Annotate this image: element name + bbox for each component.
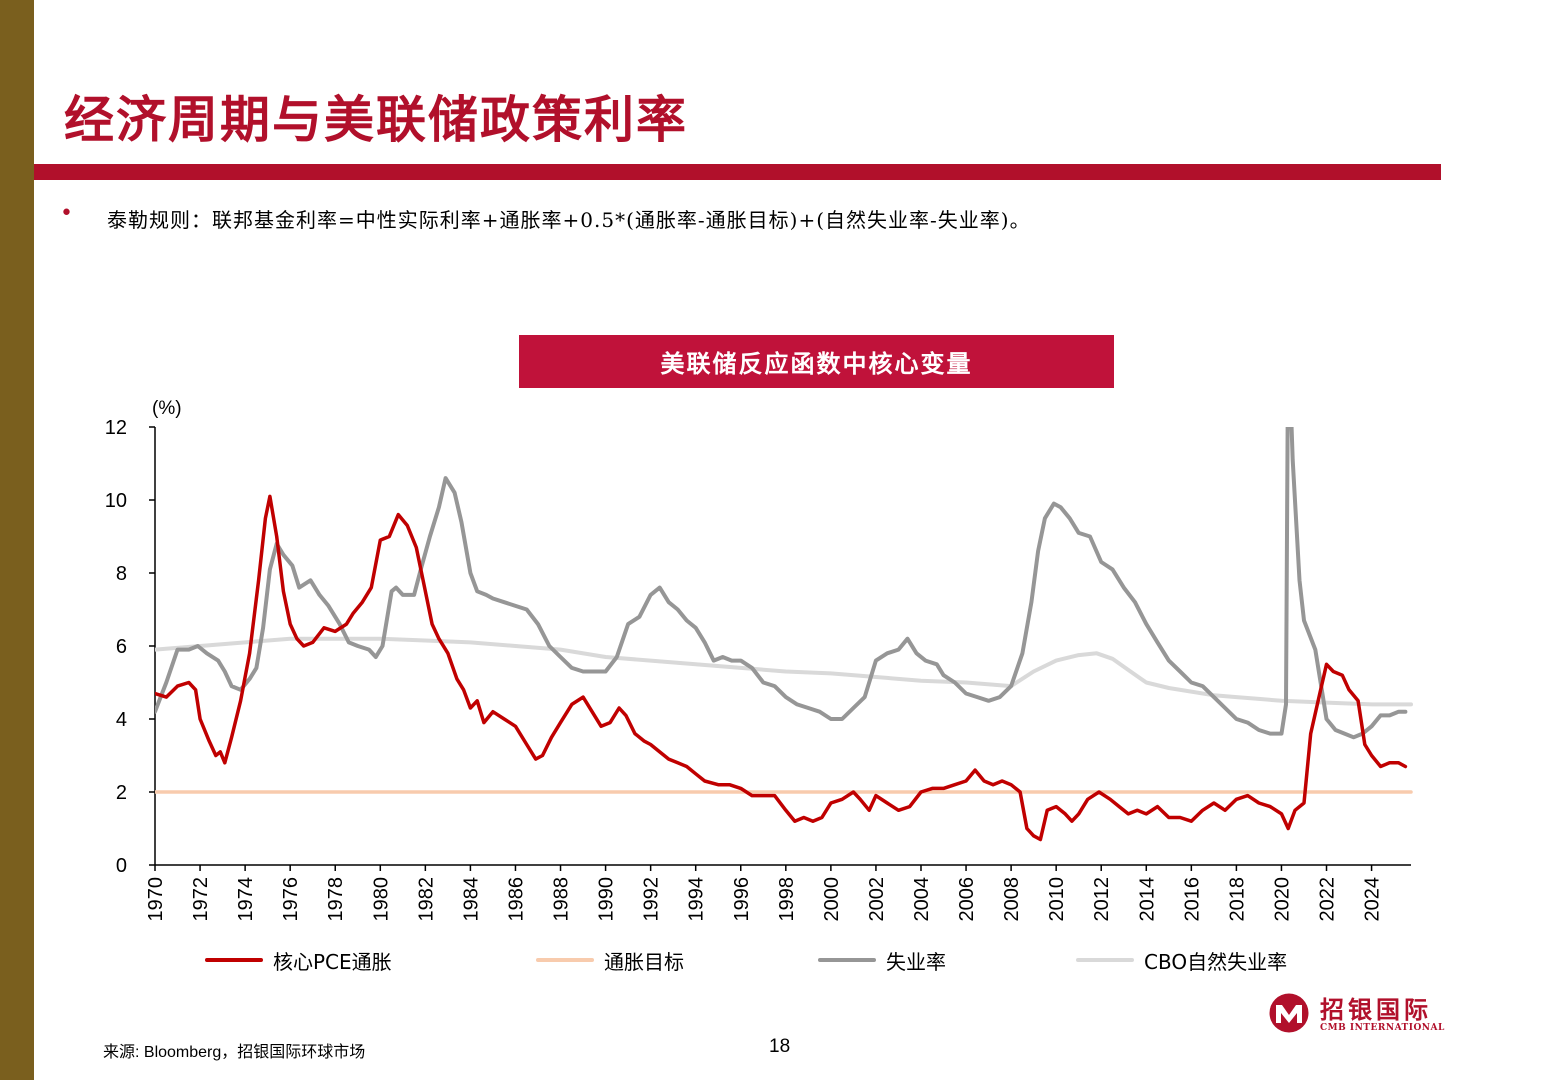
legend-item: 核心PCE通胀 bbox=[205, 945, 392, 975]
x-tick-label: 2004 bbox=[911, 877, 933, 922]
x-tick-label: 1974 bbox=[235, 877, 257, 922]
legend-swatch bbox=[536, 958, 594, 962]
y-tick-label: 0 bbox=[116, 855, 127, 877]
source-note: 来源: Bloomberg，招银国际环球市场 bbox=[103, 1044, 366, 1061]
legend-swatch bbox=[205, 958, 263, 962]
x-tick-label: 1988 bbox=[551, 877, 573, 922]
x-tick-label: 2000 bbox=[821, 877, 843, 922]
chart-title-banner: 美联储反应函数中核心变量 bbox=[519, 335, 1114, 388]
x-tick-label: 1980 bbox=[370, 877, 392, 922]
unemployment-line bbox=[155, 427, 1408, 740]
x-tick-label: 1982 bbox=[415, 877, 437, 922]
x-tick-label: 2012 bbox=[1091, 877, 1113, 922]
y-tick-label: 6 bbox=[116, 636, 127, 658]
cmb-logo-icon bbox=[1269, 993, 1309, 1033]
x-tick-label: 1972 bbox=[190, 877, 212, 922]
bullet-text: 泰勒规则：联邦基金利率=中性实际利率+通胀率+0.5*(通胀率-通胀目标)+(自… bbox=[107, 208, 1031, 232]
title-rule bbox=[34, 164, 1441, 180]
x-tick-label: 1984 bbox=[460, 877, 482, 922]
x-tick-label: 2008 bbox=[1001, 877, 1023, 922]
legend-item: 失业率 bbox=[818, 945, 946, 975]
chart-title: 美联储反应函数中核心变量 bbox=[660, 350, 973, 378]
bullet-icon: • bbox=[60, 201, 73, 226]
x-tick-label: 1986 bbox=[505, 877, 527, 922]
x-tick-label: 2024 bbox=[1362, 877, 1384, 922]
x-tick-label: 1976 bbox=[280, 877, 302, 922]
x-tick-label: 2002 bbox=[866, 877, 888, 922]
x-tick-label: 1998 bbox=[776, 877, 798, 922]
x-tick-label: 2014 bbox=[1136, 877, 1158, 922]
legend-label: 通胀目标 bbox=[604, 949, 684, 974]
x-tick-label: 1992 bbox=[641, 877, 663, 922]
core-pce-line bbox=[155, 494, 1408, 842]
legend-swatch bbox=[818, 958, 876, 962]
cbo-natural-unemployment-line bbox=[155, 636, 1413, 707]
x-tick-label: 1970 bbox=[145, 877, 167, 922]
legend-label: 失业率 bbox=[886, 949, 946, 974]
x-tick-label: 2006 bbox=[956, 877, 978, 922]
x-tick-label: 2010 bbox=[1046, 877, 1068, 922]
cmb-international-logo: 招银国际 CMB INTERNATIONAL bbox=[1268, 992, 1448, 1040]
legend-label: 核心PCE通胀 bbox=[273, 949, 392, 974]
x-tick-label: 1996 bbox=[731, 877, 753, 922]
page-title: 经济周期与美联储政策利率 bbox=[64, 90, 688, 149]
logo-text-en: CMB INTERNATIONAL bbox=[1320, 1023, 1445, 1033]
y-tick-label: 2 bbox=[116, 782, 127, 804]
legend-swatch bbox=[1076, 958, 1134, 962]
y-tick-label: 10 bbox=[105, 490, 127, 512]
chart-legend: 核心PCE通胀 通胀目标 失业率 CBO自然失业率 bbox=[0, 945, 1560, 975]
x-tick-label: 2022 bbox=[1317, 877, 1339, 922]
page-number: 18 bbox=[769, 1036, 791, 1057]
y-unit-label: (%) bbox=[152, 398, 182, 419]
x-tick-label: 1990 bbox=[596, 877, 618, 922]
x-tick-label: 1994 bbox=[686, 877, 708, 922]
x-tick-label: 1978 bbox=[325, 877, 347, 922]
x-tick-label: 2016 bbox=[1181, 877, 1203, 922]
y-tick-label: 8 bbox=[116, 563, 127, 585]
y-tick-label: 12 bbox=[105, 417, 127, 439]
y-tick-label: 4 bbox=[116, 709, 127, 731]
x-tick-label: 2018 bbox=[1226, 877, 1248, 922]
x-tick-label: 2020 bbox=[1271, 877, 1293, 922]
left-accent-bar bbox=[0, 0, 34, 1080]
logo-text-cn: 招银国际 bbox=[1320, 996, 1432, 1024]
legend-item: CBO自然失业率 bbox=[1076, 945, 1287, 975]
legend-item: 通胀目标 bbox=[536, 945, 684, 975]
legend-label: CBO自然失业率 bbox=[1144, 949, 1288, 974]
